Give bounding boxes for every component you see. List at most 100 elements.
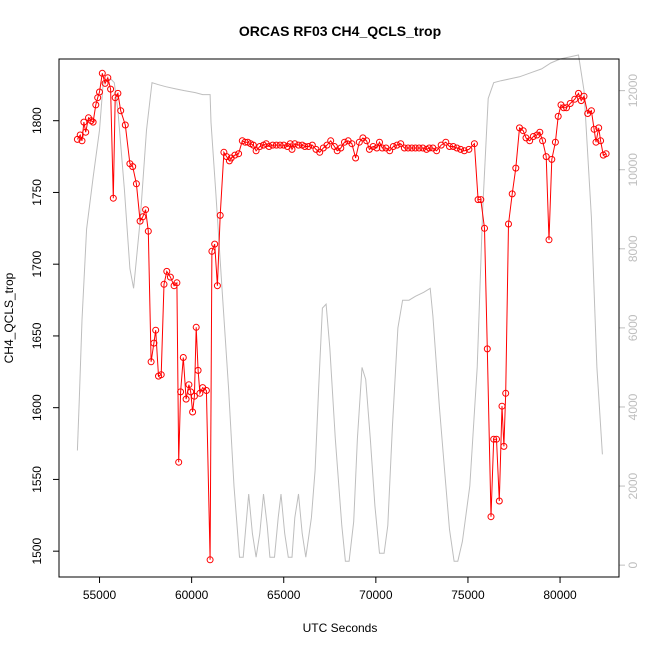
ch4-point	[498, 402, 506, 410]
ch4-point	[408, 144, 416, 152]
ch4-point	[291, 140, 299, 148]
ch4-point	[425, 144, 433, 152]
ch4-point	[194, 366, 202, 374]
ch4-point	[109, 194, 117, 202]
ch4-point	[352, 154, 360, 162]
ch4-point	[529, 133, 537, 140]
ch4-point	[157, 371, 165, 379]
ch4-point	[144, 227, 152, 235]
ch4-point	[587, 107, 595, 115]
y-tick-label: 1550	[30, 466, 44, 493]
ch4-point	[269, 141, 277, 149]
ch4-point	[173, 279, 181, 287]
ch4-point	[208, 247, 216, 255]
ch4-point	[177, 388, 185, 396]
ch4-point	[150, 339, 158, 347]
ch4-point	[457, 145, 465, 153]
ch4-point	[107, 85, 115, 93]
ch4-point	[369, 143, 377, 150]
ch4-point	[526, 137, 534, 145]
ch4-point	[433, 147, 441, 155]
ch4-point	[101, 79, 109, 87]
ch4-point	[590, 125, 598, 133]
ch4-point	[179, 354, 187, 361]
ch4-line	[76, 73, 607, 560]
ch4-point	[166, 273, 174, 281]
ch4-point	[551, 138, 559, 146]
ch4-point	[202, 387, 210, 394]
ch4-point	[502, 389, 510, 397]
ch4-point	[142, 206, 150, 214]
ch4-point	[129, 163, 137, 171]
ch4-point	[446, 143, 453, 150]
ch4-point	[80, 118, 88, 126]
y-tick-label: 1650	[30, 322, 44, 349]
x-tick-label: 70000	[359, 588, 393, 602]
ch4-point	[563, 104, 570, 112]
ch4-point	[389, 143, 397, 150]
ch4-point	[545, 236, 553, 244]
y-tick-label: 1800	[30, 107, 44, 134]
ch4-point	[256, 143, 264, 150]
ch4-point	[453, 144, 461, 152]
ch4-point	[404, 144, 412, 152]
ch4-point	[213, 282, 221, 290]
y2-tick-label: 12000	[626, 74, 640, 108]
ch4-point	[566, 100, 574, 107]
ch4-point	[580, 92, 588, 100]
y-tick-label: 1750	[30, 179, 44, 206]
ch4-point	[206, 556, 214, 564]
ch4-point	[121, 121, 129, 129]
ch4-point	[571, 95, 579, 103]
ch4-point	[595, 124, 603, 132]
ch4-point	[490, 435, 498, 443]
chart-title: ORCAS RF03 CH4_QCLS_trop	[239, 23, 441, 39]
ch4-point	[78, 137, 86, 145]
ch4-point	[323, 141, 331, 149]
ch4-point	[192, 323, 200, 331]
ch4-point	[265, 143, 273, 150]
ch4-point	[505, 220, 512, 228]
ch4-point	[539, 137, 547, 145]
ch4-point	[87, 117, 95, 125]
ch4-point	[89, 118, 97, 126]
ch4-point	[288, 145, 296, 153]
ch4-point	[355, 138, 363, 146]
plot-frame	[58, 58, 620, 578]
ch4-point	[187, 388, 195, 396]
ch4-point	[554, 112, 562, 120]
ch4-point	[175, 458, 183, 466]
y-tick-label: 1600	[30, 394, 44, 421]
ch4-point	[483, 345, 491, 353]
ch4-point	[196, 389, 204, 397]
ch4-point	[597, 137, 605, 145]
x-tick-label: 75000	[451, 588, 485, 602]
altitude-series	[76, 54, 603, 562]
ch4-point	[132, 180, 140, 188]
ch4-point	[519, 127, 527, 135]
ch4-point	[575, 89, 582, 97]
ch4-point	[500, 442, 508, 450]
ch4-point	[536, 128, 544, 136]
ch4-point	[348, 140, 356, 148]
ch4-point	[477, 196, 485, 204]
ch4-point	[397, 140, 405, 148]
ch4-point	[460, 147, 468, 155]
y2-tick-label: 10000	[626, 153, 640, 187]
ch4-point	[211, 240, 219, 248]
ch4-point	[252, 147, 260, 155]
ch4-point	[82, 128, 90, 136]
ch4-point	[231, 151, 239, 159]
ch4-point	[400, 144, 408, 152]
ch4-point	[301, 143, 309, 150]
ch4-point	[442, 138, 450, 146]
ch4-point	[542, 153, 550, 161]
y2-tick-label: 0	[626, 561, 640, 568]
ch4-point	[182, 395, 190, 403]
ch4-point	[560, 104, 568, 112]
ch4-point	[152, 326, 160, 334]
ch4-point	[602, 150, 610, 158]
ch4-point	[415, 144, 423, 152]
ch4-point	[308, 141, 316, 149]
